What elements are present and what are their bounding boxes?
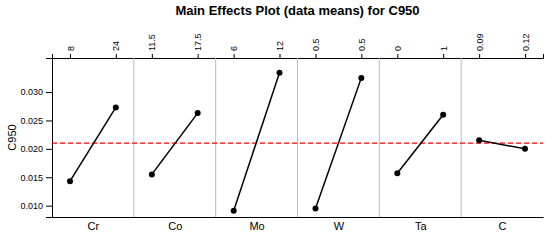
chart-container: Main Effects Plot (data means) for C950 C… — [0, 0, 555, 239]
x-tick: Mo — [249, 217, 264, 232]
x-top-tick-mark — [443, 54, 444, 58]
x-axis: Cr Co Mo W Ta C — [53, 217, 544, 232]
plot-area — [52, 58, 543, 217]
x-tick-label: C — [499, 220, 507, 232]
point — [149, 171, 155, 177]
x-tick-label: Ta — [415, 220, 428, 232]
group-separator — [379, 58, 380, 217]
x-top-tick-label: 0 — [393, 46, 403, 51]
point — [67, 178, 73, 184]
x-top-tick-mark — [198, 54, 199, 58]
x-top-axis: 8 24 11.5 17.5 6 12 0.5 0.5 0 1 0.09 0.12 — [53, 33, 544, 58]
point — [522, 146, 528, 152]
x-tick-label: Mo — [249, 220, 264, 232]
x-top-tick: 0 — [393, 46, 403, 58]
x-top-tick-label: 0.5 — [311, 38, 321, 51]
mean-line — [52, 143, 543, 144]
point — [276, 70, 282, 76]
x-top-tick-mark — [116, 54, 117, 58]
y-tick-label: 0.010 — [20, 201, 43, 211]
x-tick: W — [334, 217, 345, 232]
x-top-tick-label: 1 — [439, 46, 449, 51]
x-top-tick-mark — [361, 54, 362, 58]
point — [476, 137, 482, 143]
x-top-tick-mark — [152, 54, 153, 58]
x-top-tick-label: 0.09 — [475, 33, 485, 51]
y-axis: 0.010 0.015 0.020 0.025 0.030 — [20, 59, 52, 218]
y-axis-line — [46, 59, 53, 218]
y-tick-mark — [46, 206, 52, 207]
x-top-tick-mark — [70, 54, 71, 58]
y-tick: 0.015 — [20, 173, 52, 183]
point — [394, 170, 400, 176]
x-top-tick: 24 — [111, 41, 121, 58]
group-line — [152, 113, 198, 174]
x-tick: C — [499, 217, 507, 232]
x-top-tick-mark — [234, 54, 235, 58]
x-top-tick-mark — [525, 54, 526, 58]
y-tick: 0.025 — [20, 116, 52, 126]
point — [195, 110, 201, 116]
y-tick-mark — [46, 149, 52, 150]
group-line — [234, 73, 280, 211]
y-tick: 0.030 — [20, 87, 52, 97]
group-line — [316, 78, 362, 209]
x-top-tick-label: 0.12 — [521, 33, 531, 51]
y-axis-title: C950 — [6, 124, 18, 150]
x-top-tick-label: 8 — [66, 46, 76, 51]
x-top-tick: 0.09 — [475, 33, 485, 58]
y-tick-mark — [46, 177, 52, 178]
x-top-tick: 11.5 — [147, 34, 157, 58]
group-separator — [461, 58, 462, 217]
y-tick-label: 0.025 — [20, 116, 43, 126]
x-top-tick-label: 17.5 — [193, 33, 203, 51]
x-top-tick: 12 — [275, 41, 285, 58]
group-line — [479, 140, 525, 149]
x-top-tick: 1 — [439, 46, 449, 58]
x-top-tick-mark — [316, 54, 317, 58]
x-top-tick-label: 24 — [111, 41, 121, 51]
y-tick-mark — [46, 92, 52, 93]
group-separator — [215, 58, 216, 217]
x-top-tick-mark — [279, 54, 280, 58]
y-tick: 0.010 — [20, 201, 52, 211]
x-top-tick: 0.12 — [521, 33, 531, 58]
group-separator — [133, 58, 134, 217]
x-top-tick: 0.5 — [357, 38, 367, 58]
x-top-tick-mark — [397, 54, 398, 58]
x-tick: Cr — [88, 217, 100, 232]
x-top-tick: 0.5 — [311, 38, 321, 58]
y-tick: 0.020 — [20, 144, 52, 154]
point — [231, 208, 237, 214]
x-axis-line — [53, 217, 544, 218]
x-tick-label: Cr — [88, 220, 100, 232]
point — [313, 205, 319, 211]
point — [358, 75, 364, 81]
separators — [134, 58, 461, 217]
x-top-tick: 8 — [66, 46, 76, 58]
x-top-axis-line — [53, 54, 544, 59]
x-tick-label: W — [334, 220, 345, 232]
x-tick: Ta — [415, 217, 428, 232]
y-tick-label: 0.020 — [20, 144, 43, 154]
group-line — [397, 115, 443, 173]
title: Main Effects Plot (data means) for C950 — [175, 3, 419, 18]
x-top-tick: 17.5 — [193, 33, 203, 58]
y-tick-label: 0.030 — [20, 87, 43, 97]
x-top-tick-mark — [479, 54, 480, 58]
group-separator — [297, 58, 298, 217]
point — [440, 112, 446, 118]
x-tick-label: Co — [168, 220, 182, 232]
x-top-tick-label: 6 — [229, 46, 239, 51]
y-tick-mark — [46, 120, 52, 121]
x-top-tick: 6 — [229, 46, 239, 58]
x-top-tick-label: 11.5 — [147, 34, 157, 51]
point — [113, 104, 119, 110]
x-top-tick-label: 12 — [275, 41, 285, 51]
x-tick: Co — [168, 217, 182, 232]
x-top-tick-label: 0.5 — [357, 38, 367, 51]
group-line — [70, 107, 116, 181]
chart: Main Effects Plot (data means) for C950 C… — [0, 0, 555, 239]
y-tick-label: 0.015 — [20, 173, 43, 183]
